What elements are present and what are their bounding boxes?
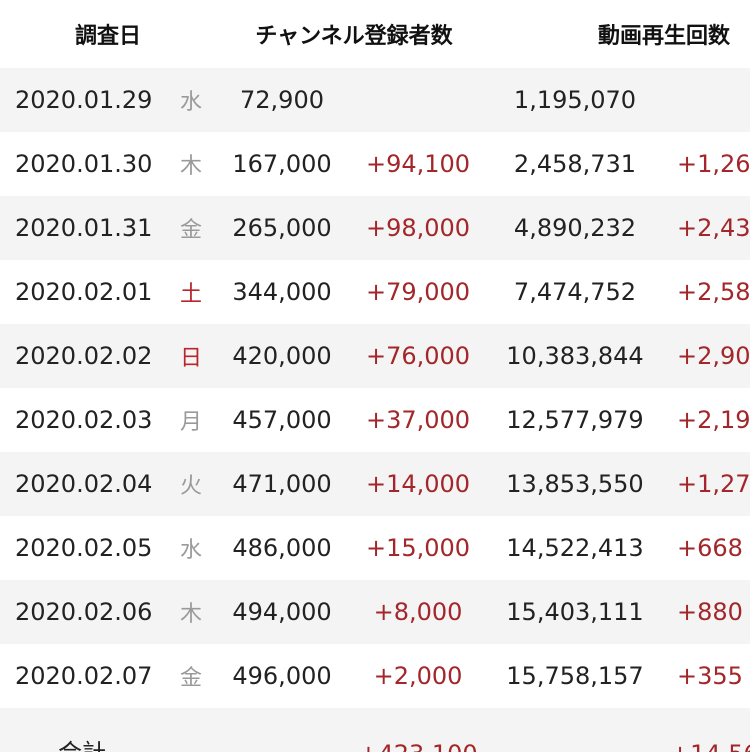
weekday: 日	[179, 346, 202, 371]
header-cell: 調査日	[74, 24, 141, 49]
subscribers: 265,000	[232, 214, 332, 242]
subscribers-diff: +37,000	[365, 406, 471, 434]
weekday: 土	[179, 282, 202, 307]
views-diff: +1,263	[677, 150, 750, 178]
views: 4,890,232	[513, 214, 637, 242]
date: 2020.02.06	[15, 598, 153, 626]
subscribers-diff: +14,000	[365, 470, 471, 498]
views: 10,383,844	[506, 342, 644, 370]
date: 2020.02.01	[15, 278, 153, 306]
date: 2020.02.02	[15, 342, 153, 370]
total-row: 合計 +423,100 +14,56	[0, 708, 750, 752]
subscribers: 167,000	[232, 150, 332, 178]
subscribers: 496,000	[232, 662, 332, 690]
views: 12,577,979	[506, 406, 644, 434]
date: 2020.02.03	[15, 406, 153, 434]
table-row: 2020.02.05 水 486,000 +15,000 14,522,413 +668	[0, 516, 750, 580]
weekday: 木	[179, 154, 202, 179]
weekday: 月	[179, 410, 202, 435]
subscribers: 72,900	[240, 86, 324, 114]
subscribers-diff: +76,000	[365, 342, 471, 370]
date: 2020.01.31	[15, 214, 153, 242]
views: 7,474,752	[513, 278, 637, 306]
views: 13,853,550	[506, 470, 644, 498]
date: 2020.01.30	[15, 150, 153, 178]
views-diff: +668	[677, 534, 743, 562]
table-row: 2020.02.03 月 457,000 +37,000 12,577,979 +2,19…	[0, 388, 750, 452]
weekday: 金	[179, 666, 202, 691]
views-diff: +2,194	[677, 406, 750, 434]
total-subscribers-diff: +423,100	[348, 708, 488, 752]
views-diff: +355	[677, 662, 743, 690]
views: 15,403,111	[506, 598, 644, 626]
views-diff: +880	[677, 598, 743, 626]
subscribers-diff: +8,000	[373, 598, 463, 626]
table-row: 2020.01.29 水 72,900 1,195,070	[0, 68, 750, 132]
table-row: 2020.02.02 日 420,000 +76,000 10,383,844 +2,90…	[0, 324, 750, 388]
weekday: 火	[179, 474, 202, 499]
subscribers: 486,000	[232, 534, 332, 562]
views-diff: +2,909	[677, 342, 750, 370]
total-label: 合計	[42, 708, 122, 752]
weekday: 水	[179, 538, 202, 563]
subscribers: 344,000	[232, 278, 332, 306]
views: 2,458,731	[513, 150, 637, 178]
views-diff: +2,584	[677, 278, 750, 306]
subscribers: 471,000	[232, 470, 332, 498]
subscribers-diff: +2,000	[373, 662, 463, 690]
subscribers-diff: +79,000	[365, 278, 471, 306]
views: 1,195,070	[513, 86, 637, 114]
weekday: 金	[179, 218, 202, 243]
subscribers: 494,000	[232, 598, 332, 626]
views-diff: +1,275	[677, 470, 750, 498]
table-row: 2020.02.06 木 494,000 +8,000 15,403,111 +880	[0, 580, 750, 644]
date: 2020.01.29	[15, 86, 153, 114]
header-cell: チャンネル登録者数	[255, 24, 453, 49]
views: 15,758,157	[506, 662, 644, 690]
total-views-diff: +14,56	[670, 708, 750, 752]
date: 2020.02.05	[15, 534, 153, 562]
subscribers-diff: +15,000	[365, 534, 471, 562]
subscribers-diff: +94,100	[365, 150, 471, 178]
table-row: 2020.02.04 火 471,000 +14,000 13,853,550 +1,27…	[0, 452, 750, 516]
header-row: 調査日 チャンネル登録者数 動画再生回数	[0, 0, 750, 68]
header-cell: 動画再生回数	[597, 24, 730, 49]
weekday: 水	[179, 90, 202, 115]
subscribers: 420,000	[232, 342, 332, 370]
views-diff: +2,43	[677, 214, 750, 242]
date: 2020.02.07	[15, 662, 153, 690]
subscribers-diff: +98,000	[365, 214, 471, 242]
table-row: 2020.02.07 金 496,000 +2,000 15,758,157 +355	[0, 644, 750, 708]
table-row: 2020.02.01 土 344,000 +79,000 7,474,752 +2,584	[0, 260, 750, 324]
table-row: 2020.01.30 木 167,000 +94,100 2,458,731 +1,263	[0, 132, 750, 196]
subscribers: 457,000	[232, 406, 332, 434]
weekday: 木	[179, 602, 202, 627]
table-row: 2020.01.31 金 265,000 +98,000 4,890,232 +2,43	[0, 196, 750, 260]
date: 2020.02.04	[15, 470, 153, 498]
views: 14,522,413	[506, 534, 644, 562]
